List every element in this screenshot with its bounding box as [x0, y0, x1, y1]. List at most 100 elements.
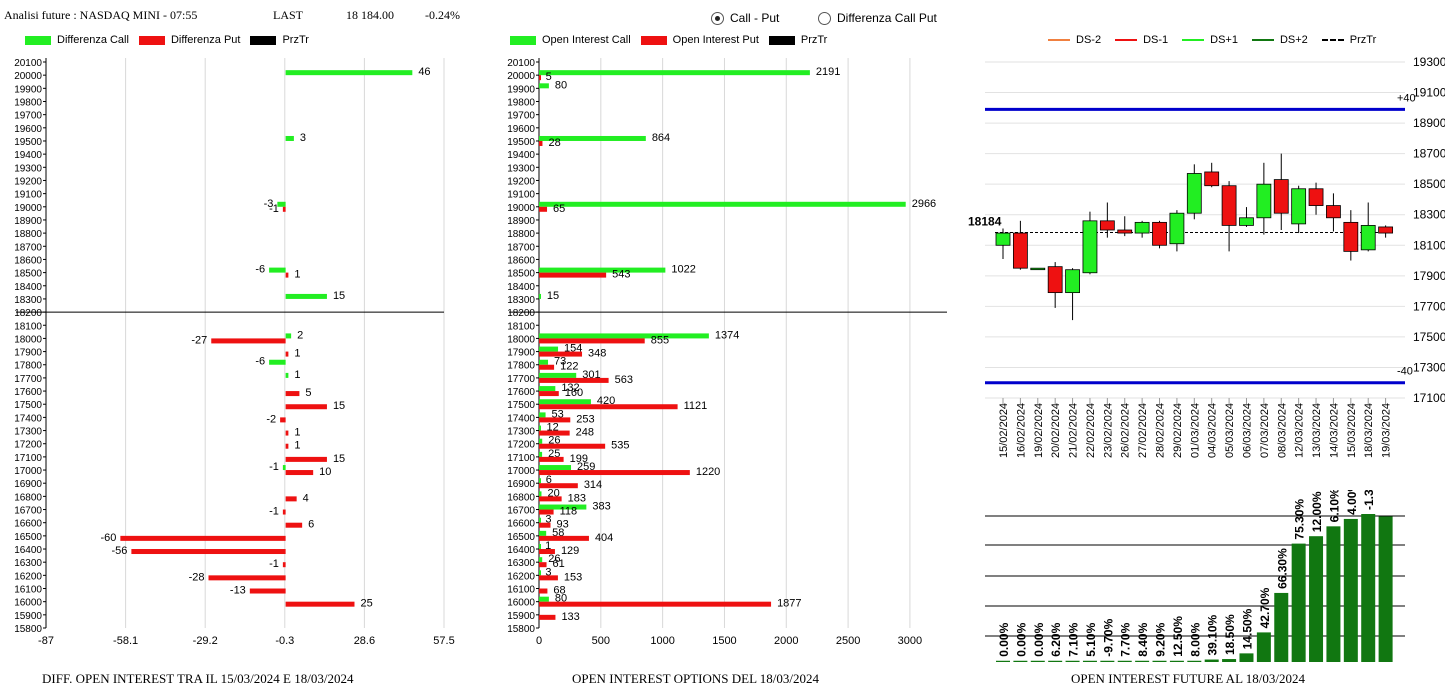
legend-swatch-green	[25, 35, 51, 45]
y-tick-label: 16700	[507, 506, 535, 517]
y-tick-label: 17300	[507, 427, 535, 438]
x-tick-label: 27/02/2024	[1137, 403, 1149, 458]
bar-value-label: 535	[611, 440, 629, 452]
bar-value-label: 7.70%	[1119, 622, 1133, 656]
bar-value-label: -1	[269, 558, 279, 570]
x-tick-label: 04/03/2024	[1207, 403, 1219, 458]
y-tick-label: 18500	[507, 269, 535, 280]
bar-value-label: 39.10%	[1206, 615, 1220, 656]
y-tick-label: 16500	[14, 532, 42, 543]
x-tick-label: 14/03/2024	[1328, 403, 1340, 458]
y-tick-label: 15900	[507, 611, 535, 622]
bar-value-label: 66.30%	[1275, 548, 1289, 589]
future-oi-bar	[1326, 526, 1341, 662]
call-bar	[277, 201, 286, 207]
legend-swatch-green	[510, 35, 536, 45]
bar-value-label: 15	[333, 290, 345, 302]
put-bar	[539, 430, 570, 436]
y-tick-label: 18200	[14, 308, 42, 319]
legend-line-ds-1	[1115, 39, 1138, 41]
call-bar	[269, 267, 286, 273]
y-tick-label: 17500	[1413, 330, 1445, 344]
put-bar	[539, 404, 678, 410]
y-tick-label: 16000	[14, 598, 42, 609]
call-bar	[282, 465, 286, 471]
candle-body	[995, 232, 1011, 246]
call-bar	[539, 70, 810, 76]
radio-call-put[interactable]: Call - Put	[711, 11, 779, 25]
bar-value-label: 1877	[777, 598, 801, 610]
x-tick-label: 22/02/2024	[1085, 403, 1097, 458]
future-oi-bar	[1030, 660, 1045, 662]
open-interest-options-chart: 0 500 1000 1500 2000 2500 3000 20100 20000 19900 1…	[507, 58, 947, 647]
put-bar	[285, 601, 355, 607]
diff-open-interest-chart: -87 -58.1 -29.2 -0.3 28.6 57.5 20100 20000 19900…	[14, 58, 455, 647]
put-bar	[285, 496, 297, 502]
bar-value-label: 68	[553, 585, 565, 597]
call-bar	[539, 135, 646, 141]
put-bar	[282, 206, 286, 212]
future-oi-bar	[996, 660, 1010, 662]
y-tick-label: 17100	[507, 453, 535, 464]
x-tick-label: 05/03/2024	[1224, 403, 1236, 458]
call-bar	[539, 570, 541, 576]
call-bar	[539, 491, 542, 497]
x-tick-label: -29.2	[193, 635, 218, 647]
bar-value-label: 5	[546, 71, 552, 83]
x-tick-label: 3000	[898, 635, 922, 647]
y-tick-label: 17600	[14, 387, 42, 398]
y-tick-label: 17200	[507, 440, 535, 451]
y-tick-label: 16200	[507, 571, 535, 582]
bar-value-label: 15	[333, 453, 345, 465]
bar-value-label: 132	[561, 382, 579, 394]
call-bar	[539, 425, 541, 431]
call-bar	[539, 386, 556, 392]
put-bar	[285, 391, 300, 397]
radio-differenza[interactable]: Differenza Call Put	[818, 11, 937, 25]
bar-value-label: -13	[230, 585, 246, 597]
future-oi-bar	[1204, 659, 1219, 662]
y-tick-label: 20000	[507, 71, 535, 82]
candle-body	[1065, 269, 1080, 294]
y-tick-label: 18900	[14, 216, 42, 227]
y-tick-label: 18600	[507, 255, 535, 266]
call-bar	[539, 333, 709, 339]
bar-value-label: -28	[189, 571, 205, 583]
call-bar	[539, 596, 549, 602]
bar-value-label: 26	[548, 553, 560, 565]
bar-value-label: 133	[561, 611, 579, 623]
y-tick-label: 18900	[1413, 116, 1445, 130]
legend-label: DS+1	[1210, 34, 1238, 46]
put-bar	[539, 417, 571, 423]
y-tick-label: 19800	[507, 97, 535, 108]
y-tick-label: 19300	[507, 163, 535, 174]
legend-swatch-black	[250, 35, 277, 45]
future-oi-bar	[1291, 543, 1306, 662]
bar-value-label: 61	[553, 558, 565, 570]
candle-body	[1273, 179, 1289, 214]
y-tick-label: 19000	[507, 203, 535, 214]
bar-value-label: -6	[255, 356, 265, 368]
legend-line-ds+2	[1251, 39, 1274, 41]
y-tick-label: 17500	[14, 400, 42, 411]
y-tick-label: 17700	[1413, 299, 1445, 313]
band-upper-label: +40	[1397, 92, 1416, 104]
bar-value-label: 25	[360, 598, 372, 610]
x-tick-label: 23/02/2024	[1102, 403, 1114, 458]
y-tick-label: 17800	[14, 361, 42, 372]
bar-value-label: 75.30%	[1293, 499, 1307, 540]
bar-value-label: 1374	[715, 329, 739, 341]
legend-label: PrzTr	[800, 34, 828, 46]
future-oi-bar	[1239, 653, 1254, 662]
x-tick-label: 57.5	[433, 635, 454, 647]
bar-value-label: 0.00%	[1014, 622, 1028, 656]
bar-value-label: 28	[548, 137, 560, 149]
bar-value-label: 6.20%	[1049, 622, 1063, 656]
put-bar	[285, 522, 303, 528]
put-bar	[539, 522, 551, 528]
y-tick-label: 16500	[507, 532, 535, 543]
y-tick-label: 16800	[507, 492, 535, 503]
legend-swatch-black	[768, 35, 795, 45]
bar-value-label: 253	[576, 413, 594, 425]
x-tick-label: 2000	[774, 635, 798, 647]
